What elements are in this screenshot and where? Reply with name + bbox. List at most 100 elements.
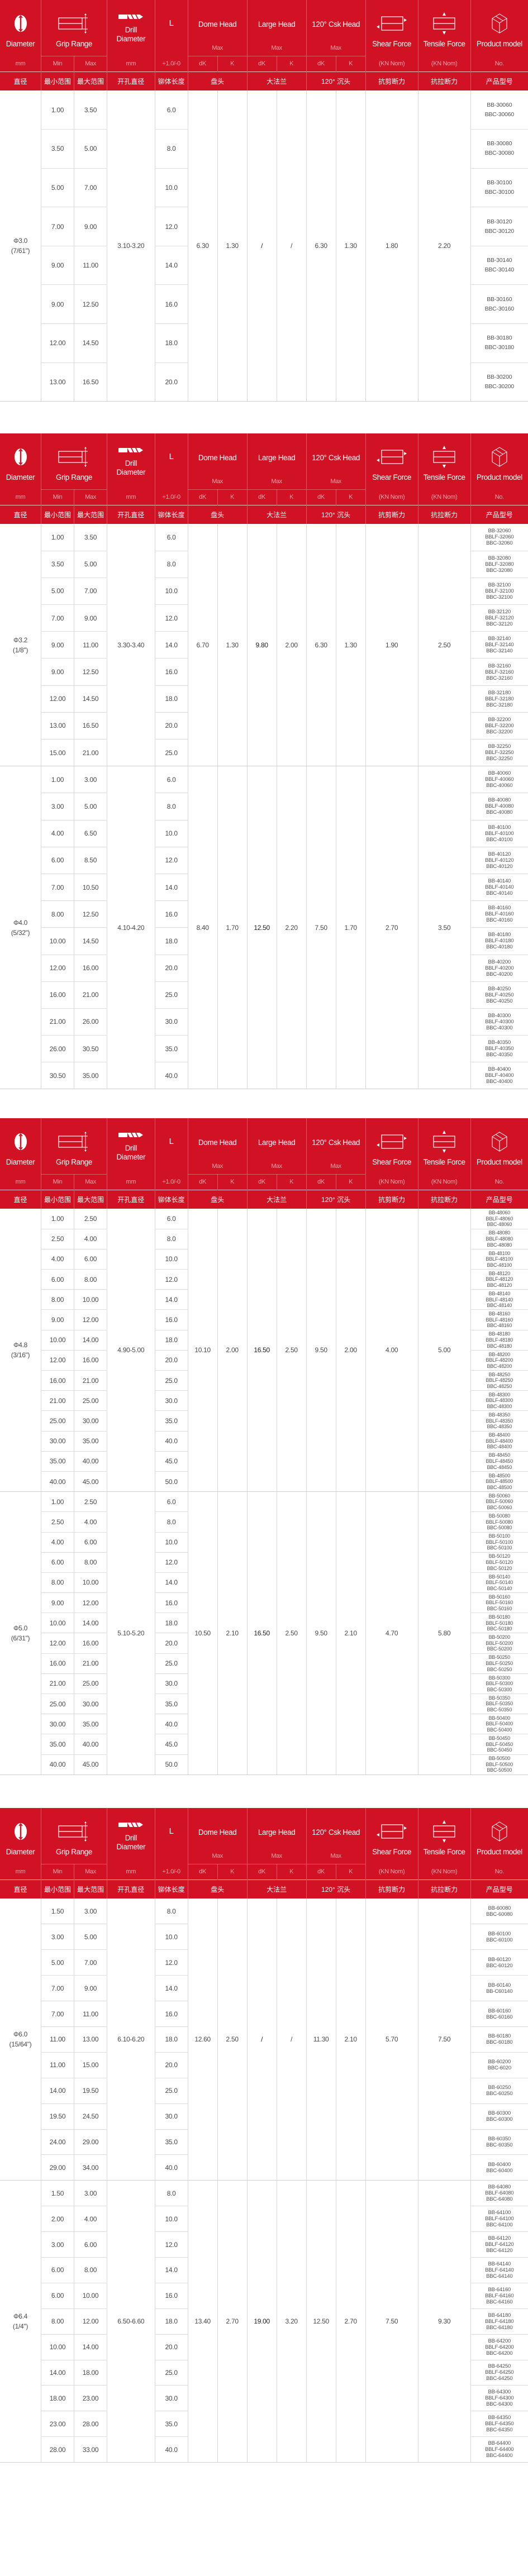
table-row: 4.00 6.00 10.0 BB-50100 BBLF-50100 BBC-50100 xyxy=(0,1532,528,1553)
length-cell: 6.0 xyxy=(154,1209,188,1229)
grip-max-cell: 35.00 xyxy=(73,1062,107,1090)
grip-max-cell: 14.00 xyxy=(73,1613,107,1634)
product-model-code: BB-50500 xyxy=(488,1756,511,1762)
cn-dome: 盘头 xyxy=(187,1189,248,1209)
product-model-code: BB-60200 xyxy=(488,2059,511,2065)
product-model-cell: BB-60250 BBC-60250 xyxy=(470,2078,528,2104)
unit-diameter-unit: mm xyxy=(15,493,26,500)
grip-min-cell: 12.00 xyxy=(41,1633,74,1654)
grip-max-cell: 14.50 xyxy=(73,323,107,363)
length-cell: 12.0 xyxy=(154,847,188,874)
cn-large: 大法兰 xyxy=(246,504,307,524)
unit-dome-dk: dK xyxy=(187,1864,218,1879)
grip-min-cell: 5.00 xyxy=(41,578,74,605)
col-drill-diameter: Drill Diameter xyxy=(107,0,155,56)
grip-max-cell: 30.00 xyxy=(73,1410,107,1432)
product-model-code: BB-32100 xyxy=(488,581,511,588)
cn-length: 铆体长度 xyxy=(154,1189,188,1209)
product-model-code: BBC-30200 xyxy=(484,383,515,390)
grip-min-cell: 9.00 xyxy=(41,284,74,325)
cn-diameter: 直径 xyxy=(0,1879,41,1898)
drill-diameter-cell: 6.10-6.20 xyxy=(107,1898,155,2181)
product-model-code: BB-48060 xyxy=(488,1209,511,1215)
dome-dk-cell: 8.40 xyxy=(187,766,218,1090)
length-cell: 8.0 xyxy=(154,1229,188,1249)
unit-drill-unit: mm xyxy=(107,1174,155,1190)
col-dome-head: Dome Head Max xyxy=(187,1118,248,1175)
csk-dk-cell: 11.30 xyxy=(306,1898,336,2181)
product-model-code: BBC-64120 xyxy=(486,2248,513,2254)
col-dome-head: Dome Head Max xyxy=(187,0,248,56)
cn-csk: 120° 沉头 xyxy=(306,1189,366,1209)
product-model-cell: BB-64200 BBLF-64200 BBC-64200 xyxy=(470,2334,528,2360)
diameter-cell: Φ3.0 (7/61") xyxy=(0,90,41,402)
length-cell: 16.0 xyxy=(154,1592,188,1614)
grip-max-cell: 11.00 xyxy=(73,246,107,285)
product-box-icon xyxy=(471,433,528,473)
product-model-code: BBLF-50180 xyxy=(486,1620,513,1626)
grip-max-cell: 7.00 xyxy=(73,168,107,208)
product-model-code: BB-64160 xyxy=(488,2286,511,2293)
col-shear-force: Shear Force xyxy=(365,433,418,489)
product-model-label: Product model xyxy=(476,40,522,48)
unit-diameter-unit: mm xyxy=(15,60,26,67)
table-row: 29.00 34.00 40.0 BB-60400 BBC-60400 xyxy=(0,2154,528,2181)
grip-min-cell: 35.00 xyxy=(41,1734,74,1755)
product-model-code: BB-40080 xyxy=(488,797,511,804)
table-row: 12.00 16.00 20.0 BB-50200 BBLF-50200 BBC-5020… xyxy=(0,1633,528,1654)
diameter-icon xyxy=(0,433,41,473)
unit-tensile-unit: (KN Nom) xyxy=(417,1174,471,1190)
product-box-icon xyxy=(471,0,528,39)
product-model-code: BB-64180 xyxy=(488,2312,511,2319)
product-model-cell: BB-40180 BBLF-40180 BBC-40180 xyxy=(470,927,528,955)
col-drill-diameter: Drill Diameter xyxy=(107,433,155,489)
product-model-cell: BB-48500 BBLF-48500 BBC-48500 xyxy=(470,1471,528,1492)
product-model-cell: BB-32080 BBLF-32080 BBC-32080 xyxy=(470,551,528,578)
product-model-code: BBC-48080 xyxy=(487,1242,512,1248)
grip-max-cell: 8.00 xyxy=(73,2257,107,2283)
length-cell: 20.0 xyxy=(154,1350,188,1371)
length-cell: 18.0 xyxy=(154,685,188,713)
length-cell: 16.0 xyxy=(154,1309,188,1330)
unit-csk-dk: dK xyxy=(306,489,336,505)
product-model-code: BB-64100 xyxy=(488,2210,511,2216)
grip-min-cell: 2.50 xyxy=(41,1511,74,1533)
product-model-code: BBLF-50080 xyxy=(486,1519,513,1525)
product-model-code: BB-50350 xyxy=(488,1695,511,1701)
grip-min-cell: 25.00 xyxy=(41,1410,74,1432)
length-cell: 6.0 xyxy=(154,1491,188,1513)
length-cell: 8.0 xyxy=(154,129,188,169)
table-row: 23.00 28.00 35.0 BB-64350 BBLF-64350 BBC-6435… xyxy=(0,2411,528,2437)
product-model-cell: BB-48300 BBLF-48300 BBC-48300 xyxy=(470,1390,528,1411)
product-model-cell: BB-48350 BBLF-48350 BBC-48350 xyxy=(470,1410,528,1432)
product-model-code: BBC-40300 xyxy=(486,1024,513,1031)
product-model-code: BBC-60080 xyxy=(486,1911,513,1917)
drill-diameter-label: Drill Diameter xyxy=(116,1834,146,1851)
product-model-code: BB-50140 xyxy=(488,1573,511,1580)
grip-max-cell: 21.00 xyxy=(73,1653,107,1674)
product-model-code: BBLF-50450 xyxy=(486,1741,513,1747)
diameter-cell: Φ3.2 (1/8") xyxy=(0,524,41,767)
product-model-cell: BB-60300 BBC-60300 xyxy=(470,2103,528,2130)
grip-min-cell: 10.00 xyxy=(41,1613,74,1634)
product-model-code: BBC-40140 xyxy=(486,890,513,897)
unit-dome-dk: dK xyxy=(187,1174,218,1190)
length-cell: 12.0 xyxy=(154,207,188,246)
product-model-code: BB-50400 xyxy=(488,1715,511,1721)
grip-max-cell: 28.00 xyxy=(73,2411,107,2437)
grip-min-cell: 7.00 xyxy=(41,874,74,901)
unit-csk-dk: dK xyxy=(306,1174,336,1190)
tensile-cell: 5.00 xyxy=(417,1209,471,1492)
length-cell: 12.0 xyxy=(154,2231,188,2258)
unit-csk-dk: dK xyxy=(306,56,336,71)
length-cell: 10.0 xyxy=(154,1924,188,1950)
product-model-cell: BB-32180 BBLF-32180 BBC-32180 xyxy=(470,685,528,713)
product-model-code: BB-C60140 xyxy=(486,1988,513,1995)
cn-grip-min: 最小范围 xyxy=(41,504,74,524)
product-model-cell: BB-50200 BBLF-50200 BBC-50200 xyxy=(470,1633,528,1654)
grip-min-cell: 30.50 xyxy=(41,1062,74,1090)
product-model-cell: BB-50180 BBLF-50180 BBC-50180 xyxy=(470,1613,528,1634)
length-cell: 8.0 xyxy=(154,1511,188,1533)
product-model-code: BBC-32160 xyxy=(486,675,513,681)
product-model-code: BB-48250 xyxy=(488,1371,511,1377)
